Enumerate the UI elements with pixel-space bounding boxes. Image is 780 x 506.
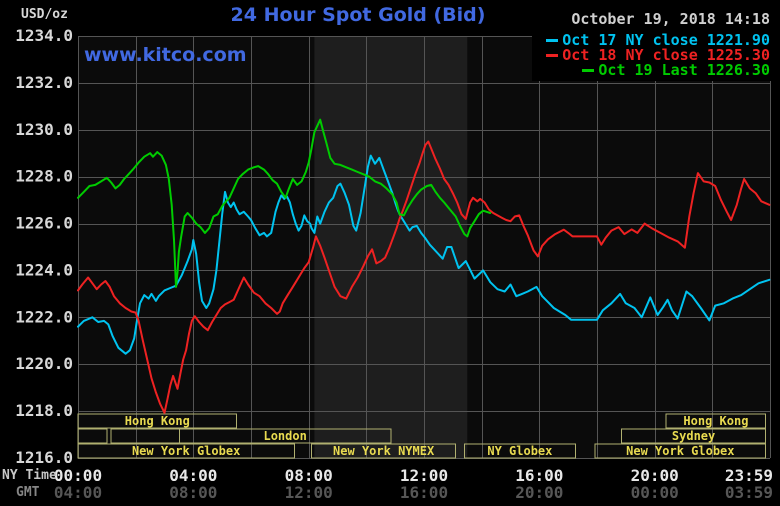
session-box-label: New York NYMEX bbox=[333, 444, 435, 458]
y-axis-tick-label: 1220.0 bbox=[15, 354, 73, 373]
price-line-oct18 bbox=[77, 140, 771, 414]
oct18-line-swatch-icon bbox=[546, 54, 559, 57]
y-axis-tick-label: 1216.0 bbox=[15, 448, 73, 467]
session-box-hong-kong bbox=[77, 413, 238, 429]
legend-item-oct17: Oct 17 NY close 1221.90 bbox=[532, 33, 770, 48]
y-axis-tick-label: 1224.0 bbox=[15, 260, 73, 279]
session-box-europe-row bbox=[77, 428, 108, 444]
chart-datetime: October 19, 2018 14:18 bbox=[571, 10, 770, 28]
price-line-oct19 bbox=[77, 118, 492, 288]
x-axis-tick-ny: 20:00 bbox=[631, 466, 679, 485]
y-axis-tick-label: 1232.0 bbox=[15, 73, 73, 92]
x-axis-tick-ny: 00:00 bbox=[54, 466, 102, 485]
x-axis-tick-ny: 12:00 bbox=[400, 466, 448, 485]
session-box-label: NY Globex bbox=[487, 444, 552, 458]
x-axis-tick-ny: 04:00 bbox=[169, 466, 217, 485]
session-box-ny-globex bbox=[463, 443, 576, 459]
session-box-label: Hong Kong bbox=[683, 414, 748, 428]
nymex-session-shading bbox=[314, 36, 468, 458]
session-box-hong-kong bbox=[665, 413, 767, 429]
y-axis-tick-label: 1218.0 bbox=[15, 401, 73, 420]
session-box-label: London bbox=[263, 429, 306, 443]
legend-label: Oct 18 NY close 1225.30 bbox=[562, 46, 770, 64]
x-axis-tick-gmt: 16:00 bbox=[400, 483, 448, 502]
y-axis-tick-label: 1228.0 bbox=[15, 167, 73, 186]
x-axis-tick-gmt: 03:59 bbox=[725, 483, 773, 502]
session-box-label: New York Globex bbox=[132, 444, 240, 458]
gmt-axis-label: GMT bbox=[16, 485, 40, 500]
session-box-sydney bbox=[621, 428, 767, 444]
y-axis-tick-label: 1226.0 bbox=[15, 214, 73, 233]
session-box-new-york-globex bbox=[77, 443, 295, 459]
x-axis-tick-gmt: 20:00 bbox=[515, 483, 563, 502]
session-box-new-york-globex bbox=[594, 443, 767, 459]
x-axis-tick-ny: 08:00 bbox=[285, 466, 333, 485]
y-axis-tick-label: 1222.0 bbox=[15, 307, 73, 326]
x-axis-tick-gmt: 00:00 bbox=[631, 483, 679, 502]
oct17-line-swatch-icon bbox=[546, 39, 559, 42]
legend-label: Oct 19 Last 1226.30 bbox=[598, 61, 770, 79]
legend-item-oct18: Oct 18 NY close 1225.30 bbox=[532, 48, 770, 63]
legend: Oct 17 NY close 1221.90 Oct 18 NY close … bbox=[532, 31, 774, 81]
session-box-london bbox=[178, 428, 392, 444]
x-axis-tick-gmt: 12:00 bbox=[285, 483, 333, 502]
price-line-oct17 bbox=[77, 154, 771, 355]
x-axis-tick-ny: 23:59 bbox=[725, 466, 773, 485]
x-axis-tick-gmt: 04:00 bbox=[54, 483, 102, 502]
x-axis-tick-ny: 16:00 bbox=[515, 466, 563, 485]
legend-item-oct19: Oct 19 Last 1226.30 bbox=[532, 63, 770, 78]
kitco-watermark: www.kitco.com bbox=[84, 44, 247, 66]
session-box-label: Sydney bbox=[672, 429, 715, 443]
session-box-label: Hong Kong bbox=[125, 414, 190, 428]
page-title: 24 Hour Spot Gold (Bid) bbox=[230, 4, 486, 26]
x-axis-tick-gmt: 08:00 bbox=[169, 483, 217, 502]
y-axis-tick-label: 1234.0 bbox=[15, 26, 73, 45]
y-axis-units-label: USD/oz bbox=[21, 7, 68, 22]
y-axis-tick-label: 1230.0 bbox=[15, 120, 73, 139]
session-box-label: New York Globex bbox=[626, 444, 734, 458]
legend-label: Oct 17 NY close 1221.90 bbox=[562, 31, 770, 49]
ny-time-axis-label: NY Time bbox=[2, 468, 57, 483]
oct19-line-swatch-icon bbox=[582, 69, 595, 72]
session-box-new-york-nymex bbox=[311, 443, 457, 459]
